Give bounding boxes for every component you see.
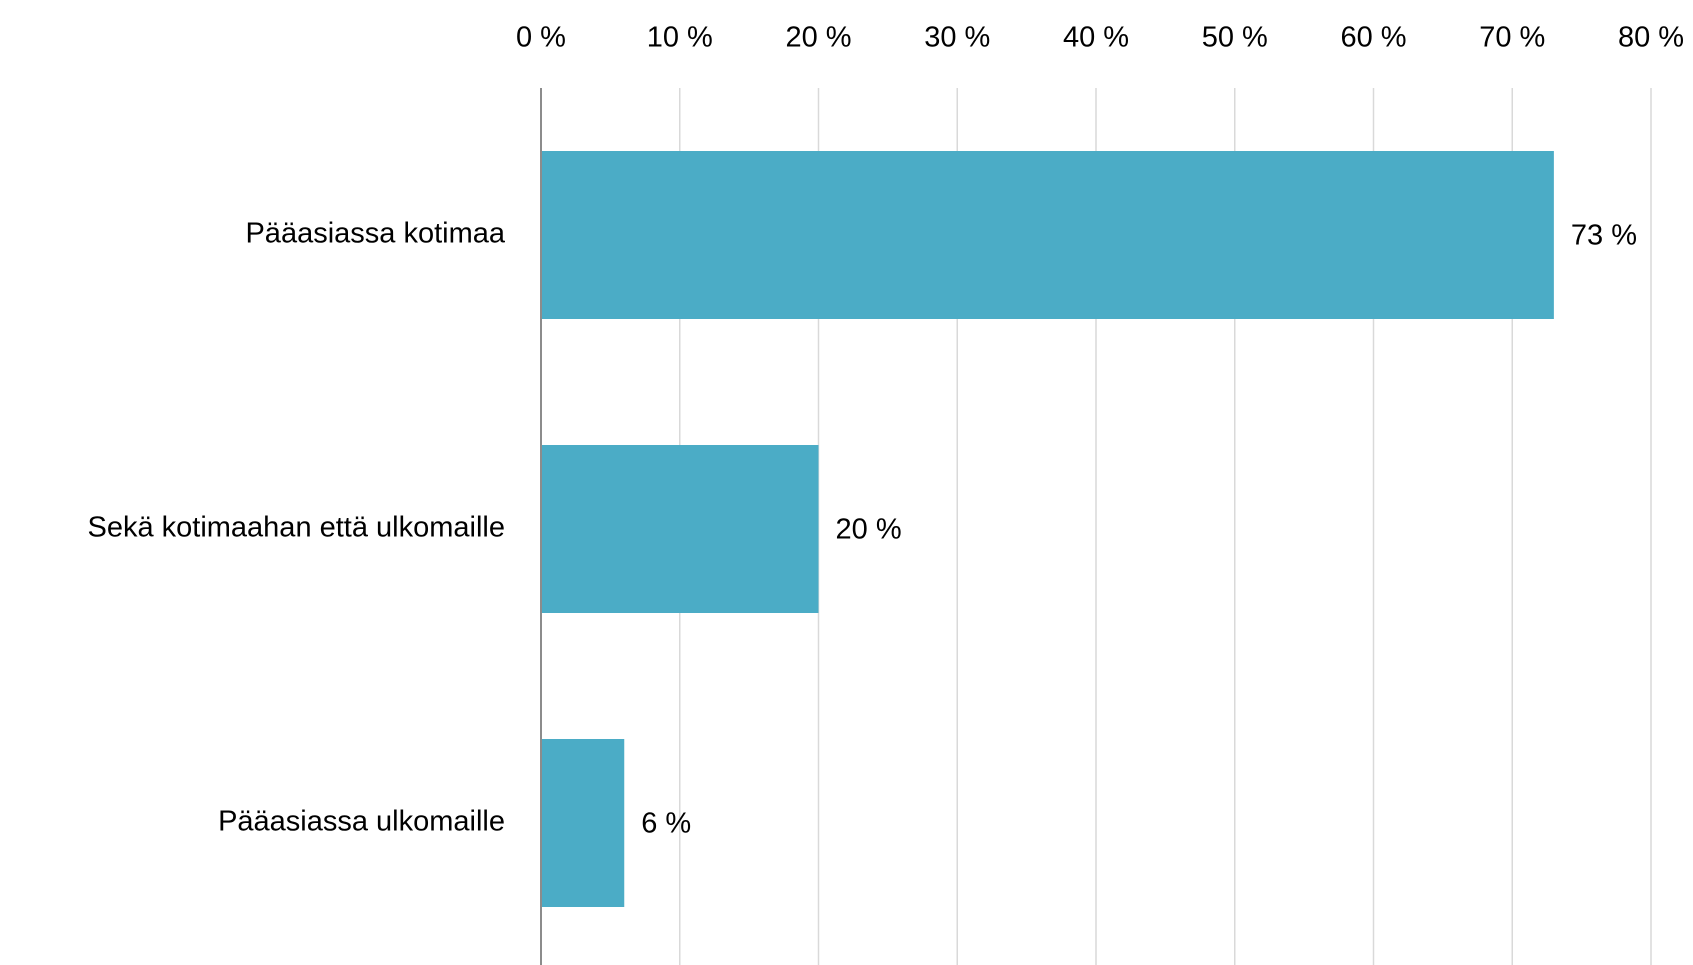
- x-axis-tick-labels: 0 % 10 % 20 % 30 % 40 % 50 % 60 % 70 % 80 %: [516, 22, 1684, 54]
- bars: [541, 151, 1554, 907]
- x-tick-label: 40 %: [1063, 22, 1129, 54]
- bar: [541, 739, 625, 907]
- category-label: Sekä kotimaahan että ulkomaille: [87, 512, 505, 544]
- x-tick-label: 10 %: [647, 22, 713, 54]
- data-label: 20 %: [836, 514, 902, 546]
- data-label: 6 %: [641, 808, 691, 840]
- x-tick-label: 30 %: [924, 22, 990, 54]
- category-label: Pääasiassa ulkomaille: [218, 806, 505, 838]
- x-tick-label: 60 %: [1340, 22, 1406, 54]
- x-tick-label: 50 %: [1202, 22, 1268, 54]
- data-label: 73 %: [1571, 220, 1637, 252]
- x-tick-label: 70 %: [1479, 22, 1545, 54]
- x-tick-label: 80 %: [1618, 22, 1684, 54]
- bar: [541, 151, 1554, 319]
- bar: [541, 445, 819, 613]
- category-label: Pääasiassa kotimaa: [245, 218, 505, 250]
- x-tick-label: 20 %: [785, 22, 851, 54]
- data-labels: 73 % 20 % 6 %: [641, 220, 1637, 840]
- category-labels: Pääasiassa kotimaa Sekä kotimaahan että u…: [87, 218, 505, 838]
- x-tick-label: 0 %: [516, 22, 566, 54]
